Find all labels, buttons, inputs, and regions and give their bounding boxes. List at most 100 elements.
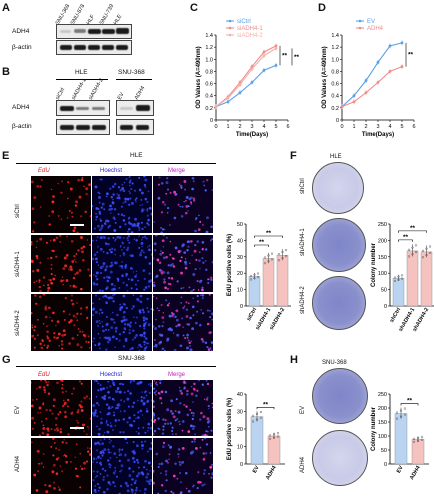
bar [250, 416, 264, 465]
group-label: HLE [75, 69, 88, 76]
data-point [277, 253, 281, 256]
micrograph-tile [91, 437, 154, 495]
bar [276, 254, 289, 307]
data-point [412, 437, 416, 440]
micrograph-tile [151, 436, 215, 495]
data-point [272, 436, 276, 439]
row-label: ADH4 [300, 456, 306, 473]
lane-label: SNU-878 [69, 3, 87, 26]
data-point [281, 251, 284, 254]
data-point [263, 262, 267, 265]
data-point [255, 418, 259, 421]
y-tick-label: 200 [378, 406, 387, 412]
x-tick-label: 6 [286, 124, 289, 130]
y-tick-label: 0.4 [331, 94, 339, 100]
legend-label: ADH4 [367, 26, 384, 32]
x-tick-label: 2 [364, 124, 367, 130]
sig-label: ** [266, 230, 272, 237]
data-point [411, 246, 414, 249]
data-point [277, 259, 281, 262]
y-tick-label: 0.2 [205, 106, 213, 112]
row-label: shADH4-1 [300, 228, 306, 256]
y-tick-label: 0.6 [205, 82, 213, 88]
legend-marker [228, 26, 232, 30]
blot-adh4-hle [56, 100, 110, 116]
y-tick-label: 0.6 [331, 82, 339, 88]
y-tick-label: 0 [240, 304, 243, 310]
row-label: EV [300, 405, 306, 414]
legend-marker [228, 33, 232, 37]
lane-label: siCtrl [54, 87, 67, 101]
y-tick-label: 0 [240, 462, 243, 468]
data-point [253, 273, 256, 276]
y-tick-label: 0 [336, 118, 339, 124]
data-point [425, 247, 428, 250]
micrograph-tile [152, 233, 215, 294]
row-label: siADH4-1 [15, 251, 21, 277]
data-point [268, 434, 272, 437]
data-point [393, 276, 397, 279]
data-point [267, 260, 270, 263]
y-tick-label: 40 [237, 238, 243, 244]
data-point [249, 278, 253, 281]
y-tick-label: 1.2 [205, 45, 213, 51]
y-axis-label: Colony number [371, 242, 377, 287]
sig-label: ** [263, 401, 269, 408]
series-line [215, 45, 277, 108]
micrograph-tile [91, 293, 153, 352]
data-point [253, 277, 256, 280]
data-point [251, 414, 255, 417]
panel-letter-a: A [2, 2, 10, 14]
row-label: siADH4-2 [15, 310, 21, 336]
bar [411, 439, 425, 465]
data-point [399, 409, 403, 412]
column-label: Hoechst [100, 372, 123, 378]
y-tick-label: 10 [237, 288, 243, 294]
row-label: ADH4 [12, 104, 30, 111]
x-tick-label: EV [252, 465, 261, 475]
y-tick-label: 100 [378, 271, 387, 277]
panel-letter-g: G [2, 354, 11, 366]
x-tick-label: ADH4 [409, 464, 422, 481]
y-tick-label: 1.0 [331, 57, 339, 63]
column-label: EdU [38, 372, 50, 378]
data-point [403, 407, 407, 410]
y-axis-label: OD Values (A=490nm) [196, 46, 202, 108]
data-point [270, 252, 274, 255]
x-axis-label: Time(Days) [236, 132, 268, 138]
series-line [215, 47, 277, 108]
y-tick-label: 150 [378, 420, 387, 426]
data-point [403, 413, 407, 416]
micrograph-tile [91, 234, 154, 293]
data-point [395, 417, 399, 420]
y-tick-label: 50 [237, 222, 243, 228]
row-label: siCtrl [15, 204, 21, 218]
lane-label: siADH4-2 [87, 77, 105, 101]
data-point [428, 245, 432, 248]
colony-plate [312, 276, 366, 330]
chart-c: 0 0.2 0.4 0.6 0.8 1.0 1.2 1.4 0 1 2 3 4 5 6 Time(Days) O… [196, 19, 300, 138]
micrograph-tile [91, 379, 153, 437]
panel-letter-f: F [290, 150, 297, 162]
colony-plate [312, 162, 364, 214]
y-tick-label: 200 [378, 238, 387, 244]
x-tick-label: shCtrl [389, 307, 402, 324]
blot-actin-snu [116, 119, 154, 135]
blot-actin [56, 40, 132, 55]
x-tick-label: 1 [352, 124, 355, 130]
x-axis-label: Time(Days) [362, 132, 394, 138]
panel-title: HLE [330, 154, 342, 160]
y-tick-label: 1.4 [205, 33, 213, 39]
y-tick-label: 0.8 [205, 69, 213, 75]
y-axis-label: Colony number [371, 406, 377, 451]
data-point [259, 416, 263, 419]
y-tick-label: 1.0 [205, 57, 213, 63]
data-point [425, 254, 428, 257]
data-point [428, 251, 432, 255]
data-point [249, 274, 253, 277]
sig-label: ** [407, 398, 413, 405]
sig-label: ** [259, 239, 265, 246]
blot-actin-hle [56, 119, 110, 135]
y-tick-label: 40 [237, 392, 243, 398]
